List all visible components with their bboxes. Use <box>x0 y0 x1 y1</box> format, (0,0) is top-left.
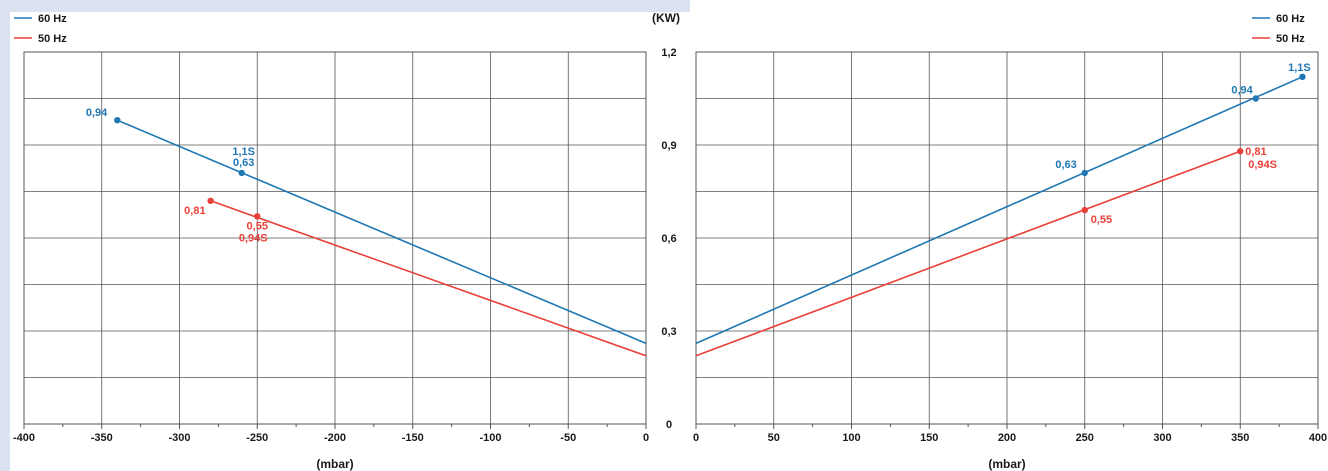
right-chart-panel: 0 50 100 150 200 250 300 350 400 (mbar) 60 Hz 50 Hz… <box>693 13 1327 471</box>
left-series-50hz-point-label: 0,55 <box>247 220 268 232</box>
background-strip-left <box>0 0 10 471</box>
left-legend-label: 50 Hz <box>38 33 67 45</box>
right-x-tick-label: 350 <box>1231 432 1249 444</box>
left-x-tick-label: -200 <box>324 432 346 444</box>
y-tick-label: 1,2 <box>661 47 676 59</box>
left-series-60hz-point <box>114 117 121 124</box>
right-series-60hz-point <box>1252 95 1260 102</box>
left-x-tick-label: -250 <box>246 432 268 444</box>
y-tick-label: 0,9 <box>661 140 676 152</box>
shared-y-axis: 0 0,3 0,6 0,9 1,2 (KW) <box>652 11 680 431</box>
left-series-50hz-line <box>210 200 647 357</box>
right-series-60hz-point-label: 0,63 <box>1055 159 1076 171</box>
y-tick-label: 0 <box>666 419 672 431</box>
right-x-tick-label: 400 <box>1309 432 1327 444</box>
left-series-60hz-line <box>116 119 647 345</box>
left-x-tick-label: -150 <box>402 432 424 444</box>
right-series-50hz-point-label: 0,81 <box>1245 146 1266 158</box>
left-series-50hz-point-label: 0,94S <box>239 232 268 244</box>
right-x-tick-label: 200 <box>998 432 1016 444</box>
left-x-tick-label: -350 <box>91 432 113 444</box>
background-strip-top <box>0 0 690 12</box>
right-series-50hz-line <box>695 150 1241 357</box>
right-legend-label: 60 Hz <box>1276 13 1305 25</box>
left-series-50hz-point-label: 0,81 <box>184 205 205 217</box>
right-x-tick-label: 100 <box>842 432 860 444</box>
left-series-60hz-point-label: 0,94 <box>86 107 108 119</box>
left-x-axis-title: (mbar) <box>316 457 353 471</box>
left-x-tick-label: -100 <box>479 432 501 444</box>
right-x-axis-title: (mbar) <box>988 457 1025 471</box>
right-series-50hz-point <box>1237 148 1244 155</box>
right-x-tick-label: 250 <box>1076 432 1094 444</box>
left-x-tick-label: -300 <box>168 432 190 444</box>
right-series-60hz-point-label: 1,1S <box>1288 62 1311 74</box>
left-series-60hz-point-label: 0,63 <box>233 157 254 169</box>
left-series-50hz-point <box>254 213 261 220</box>
left-chart-panel: -400 -350 -300 -250 -200 -150 -100 -50 0 (mbar) 60… <box>13 13 649 471</box>
right-series-60hz-point-label: 0,94 <box>1231 85 1253 97</box>
y-axis-title: (KW) <box>652 11 680 25</box>
left-x-tick-label: 0 <box>643 432 649 444</box>
left-series-60hz-point <box>238 169 245 177</box>
right-series-50hz-point-label: 0,55 <box>1091 214 1112 226</box>
right-series-60hz-point <box>1299 73 1306 81</box>
right-x-tick-label: 300 <box>1153 432 1171 444</box>
right-x-tick-label: 50 <box>768 432 780 444</box>
left-x-tick-label: -50 <box>560 432 576 444</box>
left-legend-label: 60 Hz <box>38 13 67 25</box>
right-series-50hz-point <box>1081 206 1088 214</box>
right-series-60hz-point <box>1081 169 1088 177</box>
y-tick-label: 0,6 <box>661 233 676 245</box>
left-series-60hz-point-label: 1,1S <box>232 146 255 158</box>
y-tick-label: 0,3 <box>661 326 676 338</box>
right-legend-label: 50 Hz <box>1276 33 1305 45</box>
right-x-tick-label: 150 <box>920 432 938 444</box>
right-series-60hz-line <box>695 76 1303 345</box>
left-series-50hz-point <box>207 197 214 204</box>
right-series-50hz-point-label: 0,94S <box>1248 159 1277 171</box>
left-x-tick-label: -400 <box>13 432 35 444</box>
right-x-tick-label: 0 <box>693 432 699 444</box>
